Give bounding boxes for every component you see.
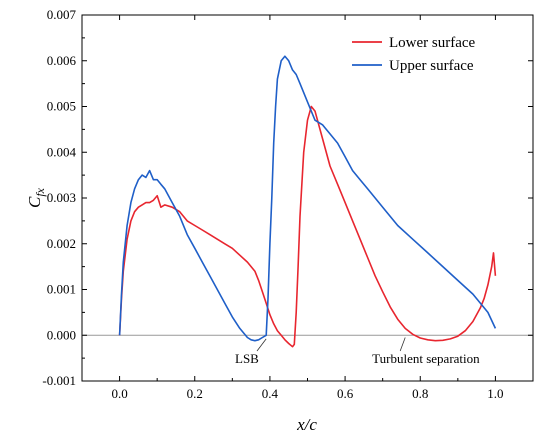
x-tick-label: 0.4 bbox=[262, 386, 279, 401]
annotation-layer: LSB Turbulent separation bbox=[235, 337, 480, 366]
series-line-upper-surface bbox=[118, 55, 497, 342]
y-axis-ticks: -0.001 0.000 0.001 0.002 0.003 0.004 0.005 0.00… bbox=[42, 7, 533, 388]
y-tick-label: 0.003 bbox=[47, 190, 76, 205]
y-tick-label: 0.004 bbox=[47, 144, 77, 159]
annotation-label: Turbulent separation bbox=[372, 351, 480, 366]
y-axis-title-main: C bbox=[25, 196, 44, 208]
legend-label: Upper surface bbox=[389, 58, 474, 74]
annotation-leader-line bbox=[399, 337, 406, 352]
x-axis-title: x/c bbox=[296, 415, 317, 434]
annotation-leader-line bbox=[256, 338, 267, 352]
y-axis-title: Cfx bbox=[25, 187, 47, 208]
y-tick-label: 0.005 bbox=[47, 99, 76, 114]
series-layer bbox=[118, 55, 497, 348]
series-line-lower-surface bbox=[118, 105, 497, 348]
annotation-label: LSB bbox=[235, 351, 259, 366]
y-tick-label: 0.001 bbox=[47, 282, 76, 297]
y-tick-label: -0.001 bbox=[42, 373, 76, 388]
x-tick-label: 1.0 bbox=[487, 386, 503, 401]
y-tick-label: 0.002 bbox=[47, 236, 76, 251]
y-tick-label: 0.006 bbox=[47, 53, 77, 68]
x-axis-ticks: 0.0 0.2 0.4 0.6 0.8 1.0 bbox=[111, 15, 504, 401]
legend: Lower surface Upper surface bbox=[352, 35, 476, 74]
legend-label: Lower surface bbox=[389, 35, 476, 51]
svg-text:Cfx: Cfx bbox=[25, 187, 47, 208]
x-tick-label: 0.2 bbox=[187, 386, 203, 401]
x-tick-label: 0.8 bbox=[412, 386, 428, 401]
y-axis-title-sub: fx bbox=[33, 187, 47, 196]
y-tick-label: 0.000 bbox=[47, 327, 76, 342]
y-tick-label: 0.007 bbox=[47, 7, 77, 22]
x-tick-label: 0.6 bbox=[337, 386, 354, 401]
x-tick-label: 0.0 bbox=[111, 386, 127, 401]
